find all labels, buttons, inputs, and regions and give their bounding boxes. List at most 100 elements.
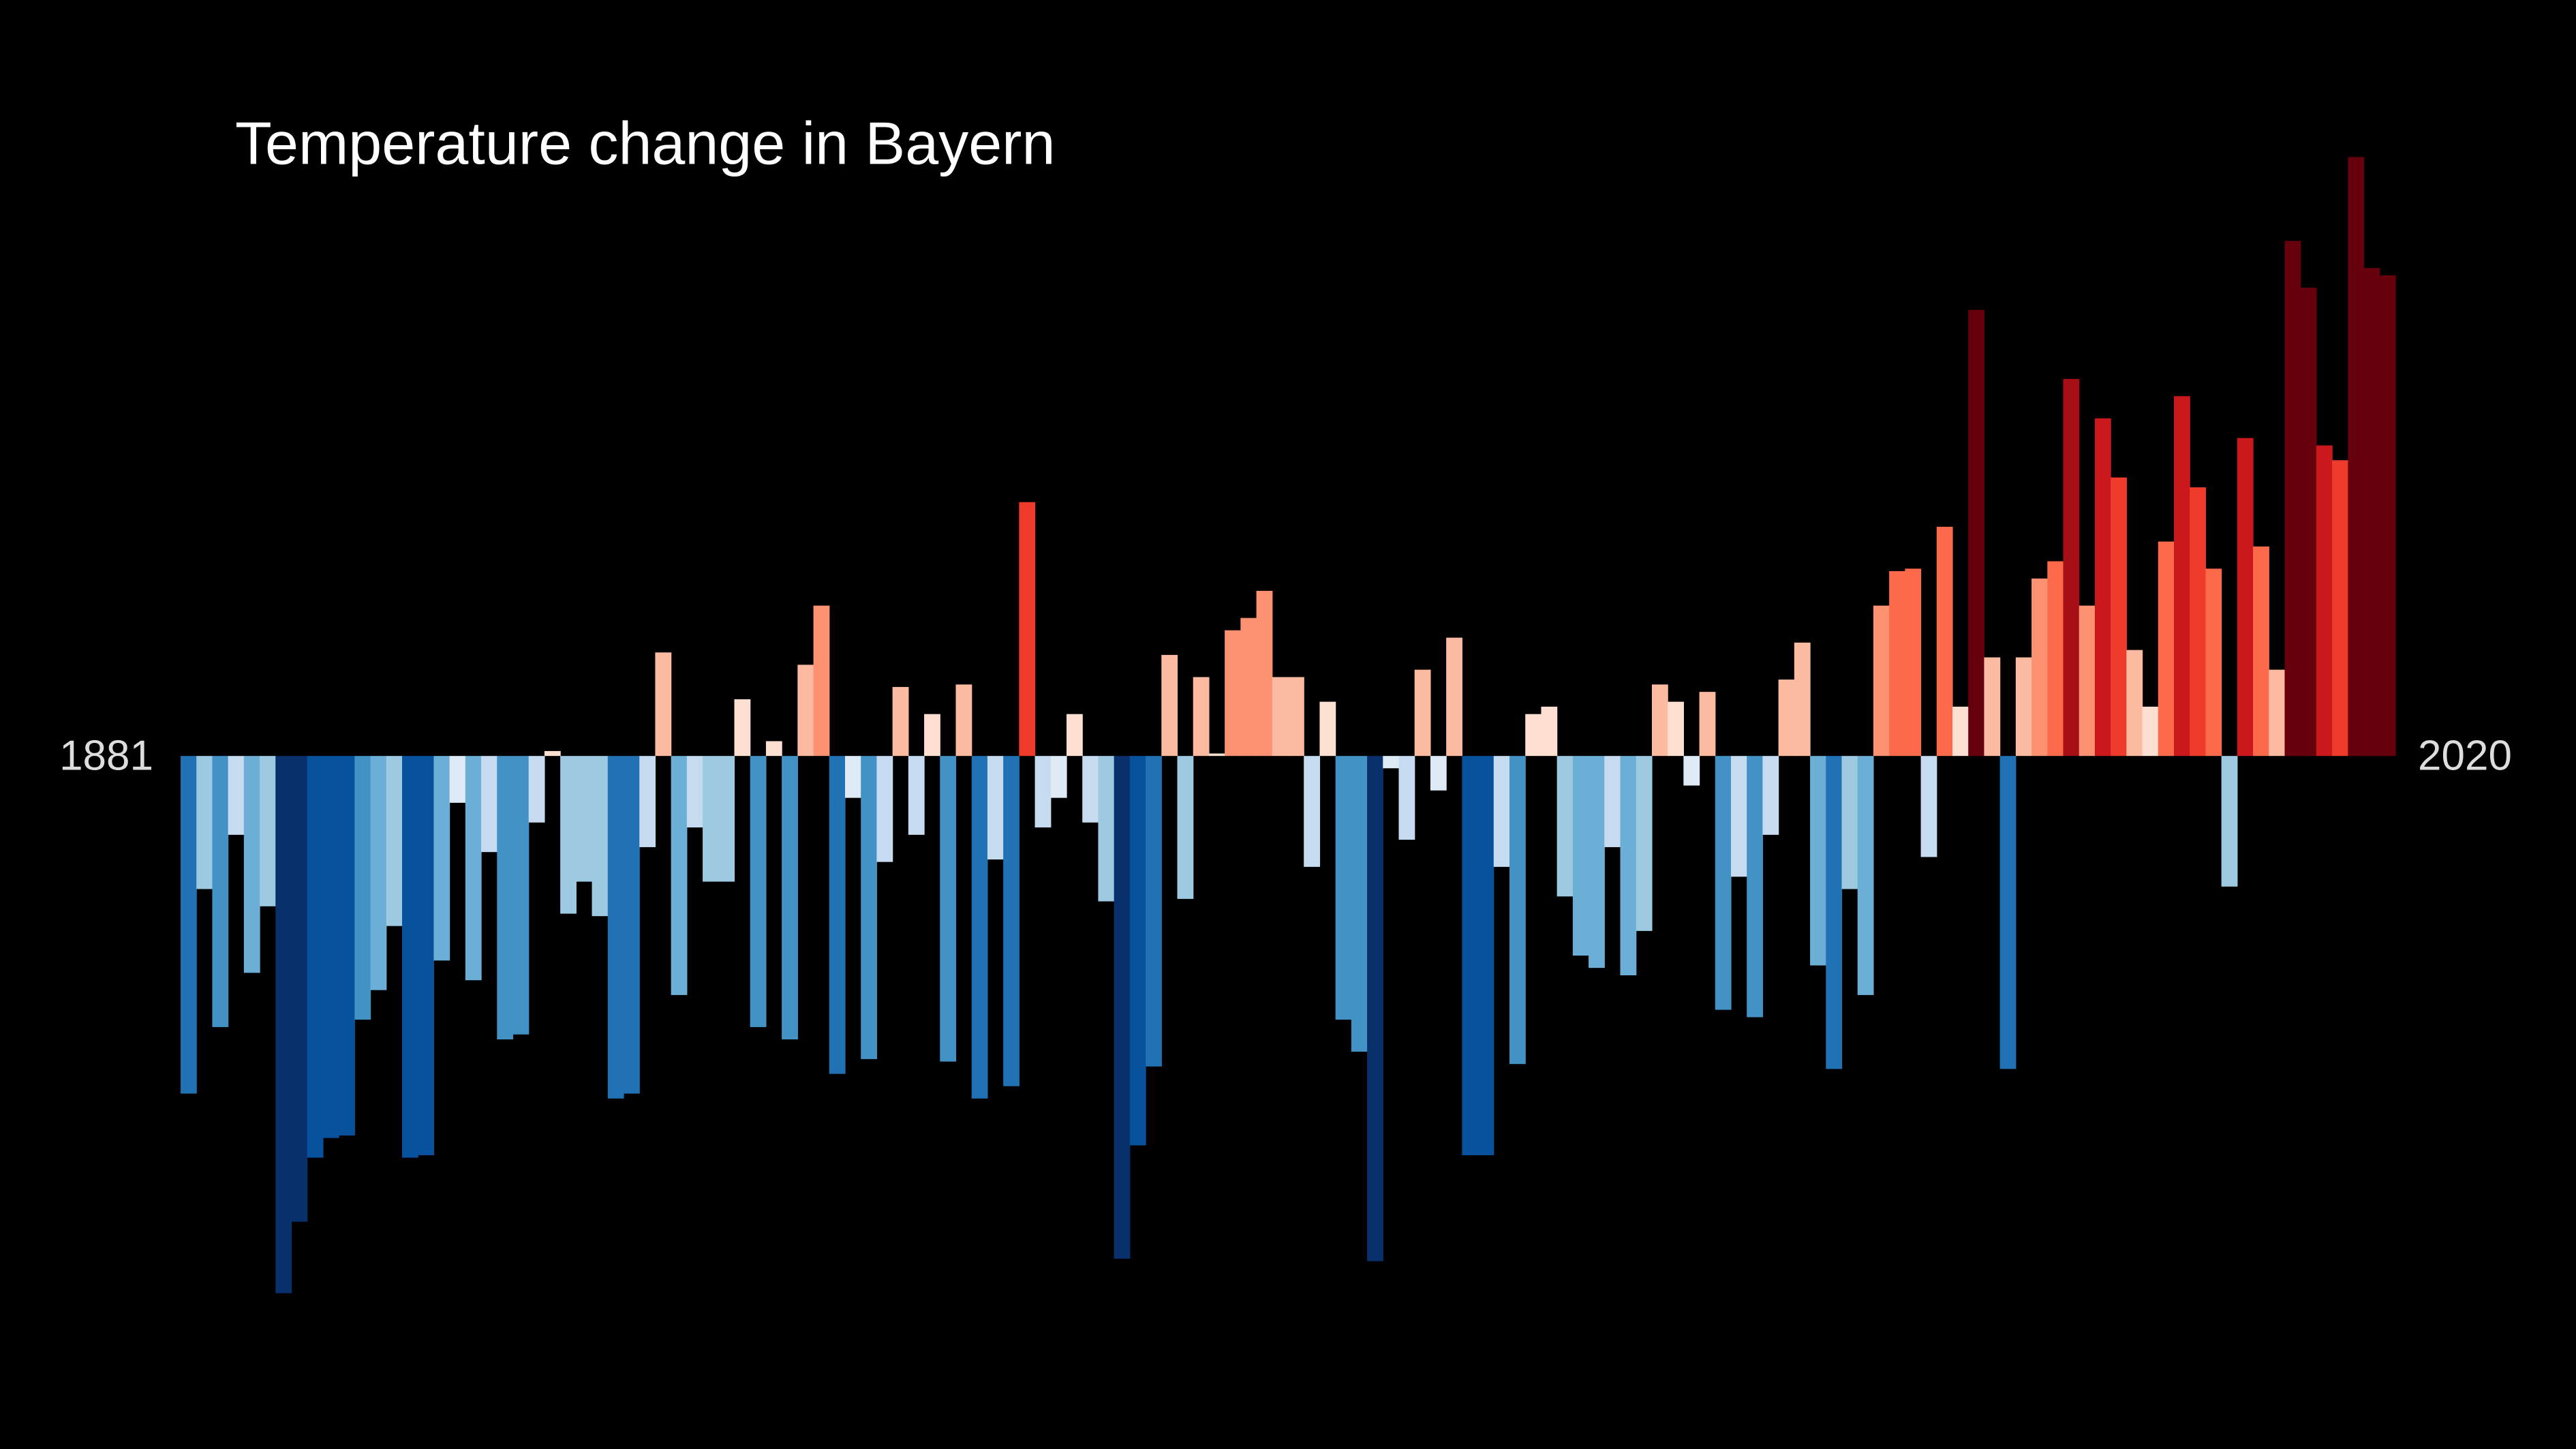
- bar: [1541, 706, 1558, 757]
- bar: [703, 756, 719, 882]
- bar: [1509, 756, 1526, 1065]
- bar: [307, 756, 324, 1158]
- bar: [2111, 477, 2127, 757]
- bar: [291, 756, 308, 1222]
- bar: [1920, 756, 1937, 857]
- bar: [1762, 756, 1779, 835]
- bar: [1114, 756, 1131, 1259]
- bar: [1446, 637, 1462, 757]
- bar: [1082, 756, 1099, 823]
- bar: [592, 756, 609, 917]
- bar: [2126, 650, 2143, 757]
- bar: [1208, 753, 1225, 757]
- bar: [1161, 654, 1178, 757]
- bar: [1319, 701, 1336, 757]
- bar: [718, 756, 735, 882]
- bar: [196, 756, 213, 889]
- bar: [1620, 756, 1637, 975]
- bar: [1430, 756, 1447, 791]
- bar: [750, 756, 767, 1027]
- bar: [212, 756, 229, 1027]
- bar: [1240, 617, 1257, 757]
- bar: [655, 652, 672, 757]
- bar: [1651, 684, 1668, 757]
- bar: [845, 756, 861, 798]
- bar: [607, 756, 624, 1099]
- bar: [1794, 642, 1811, 757]
- bar: [1367, 756, 1383, 1262]
- bar: [1193, 677, 1210, 757]
- bar: [1747, 756, 1764, 1018]
- bar: [2205, 568, 2222, 757]
- bar: [322, 756, 339, 1138]
- bar: [2158, 541, 2175, 757]
- x-tick-label: 1881: [59, 733, 153, 780]
- bar: [1589, 756, 1605, 968]
- bar: [1003, 756, 1019, 1086]
- bar: [1826, 756, 1843, 1069]
- bar: [181, 756, 197, 1094]
- bar: [2316, 445, 2333, 757]
- bar: [2332, 460, 2348, 757]
- bar: [449, 756, 466, 803]
- bar: [2174, 396, 2190, 757]
- bar: [1288, 677, 1304, 757]
- bar: [639, 756, 656, 847]
- bar: [386, 756, 403, 926]
- bar: [876, 756, 893, 862]
- bar: [2221, 756, 2238, 887]
- bar: [1019, 502, 1036, 757]
- bar: [339, 756, 355, 1136]
- bar: [1146, 756, 1162, 1067]
- bar: [465, 756, 482, 981]
- bar: [671, 756, 688, 995]
- bar: [370, 756, 387, 990]
- bar: [2284, 241, 2301, 757]
- bar: [1778, 680, 1795, 757]
- bar: [1604, 756, 1621, 847]
- bar: [1841, 756, 1858, 889]
- bar: [892, 686, 909, 757]
- bar: [1715, 756, 1732, 1010]
- bar: [1525, 714, 1542, 757]
- bar: [1304, 756, 1321, 867]
- bar: [2300, 288, 2317, 757]
- bar: [1731, 756, 1747, 877]
- bar: [686, 756, 703, 828]
- bar: [2269, 669, 2286, 757]
- bar: [243, 756, 260, 973]
- bar: [402, 756, 418, 1158]
- bar: [940, 756, 957, 1062]
- bar: [1462, 756, 1479, 1155]
- chart-title: Temperature change in Bayern: [235, 109, 1055, 177]
- bar: [2348, 157, 2365, 757]
- bar: [1968, 309, 1985, 757]
- bar: [955, 684, 972, 757]
- bar: [1477, 756, 1494, 1155]
- bar: [1351, 756, 1368, 1052]
- bar: [1272, 677, 1289, 757]
- bar: [481, 756, 497, 853]
- bar: [1999, 756, 2017, 1069]
- bar: [275, 756, 292, 1294]
- bar: [734, 699, 751, 757]
- bar: [1572, 756, 1589, 956]
- bar: [1177, 756, 1194, 899]
- bar: [2190, 487, 2207, 757]
- bar: [1936, 526, 1953, 757]
- bar: [1873, 605, 1890, 757]
- bar: [797, 665, 814, 757]
- bar: [1335, 756, 1352, 1020]
- bar: [228, 756, 245, 835]
- bar: [2142, 706, 2159, 757]
- bar: [924, 714, 940, 757]
- bar: [1225, 630, 1241, 757]
- bar: [497, 756, 514, 1039]
- bar: [1683, 756, 1700, 786]
- bar: [1493, 756, 1510, 867]
- bar: [1050, 756, 1067, 798]
- bar: [354, 756, 371, 1020]
- bar: [2253, 546, 2269, 757]
- bar: [1129, 756, 1146, 1146]
